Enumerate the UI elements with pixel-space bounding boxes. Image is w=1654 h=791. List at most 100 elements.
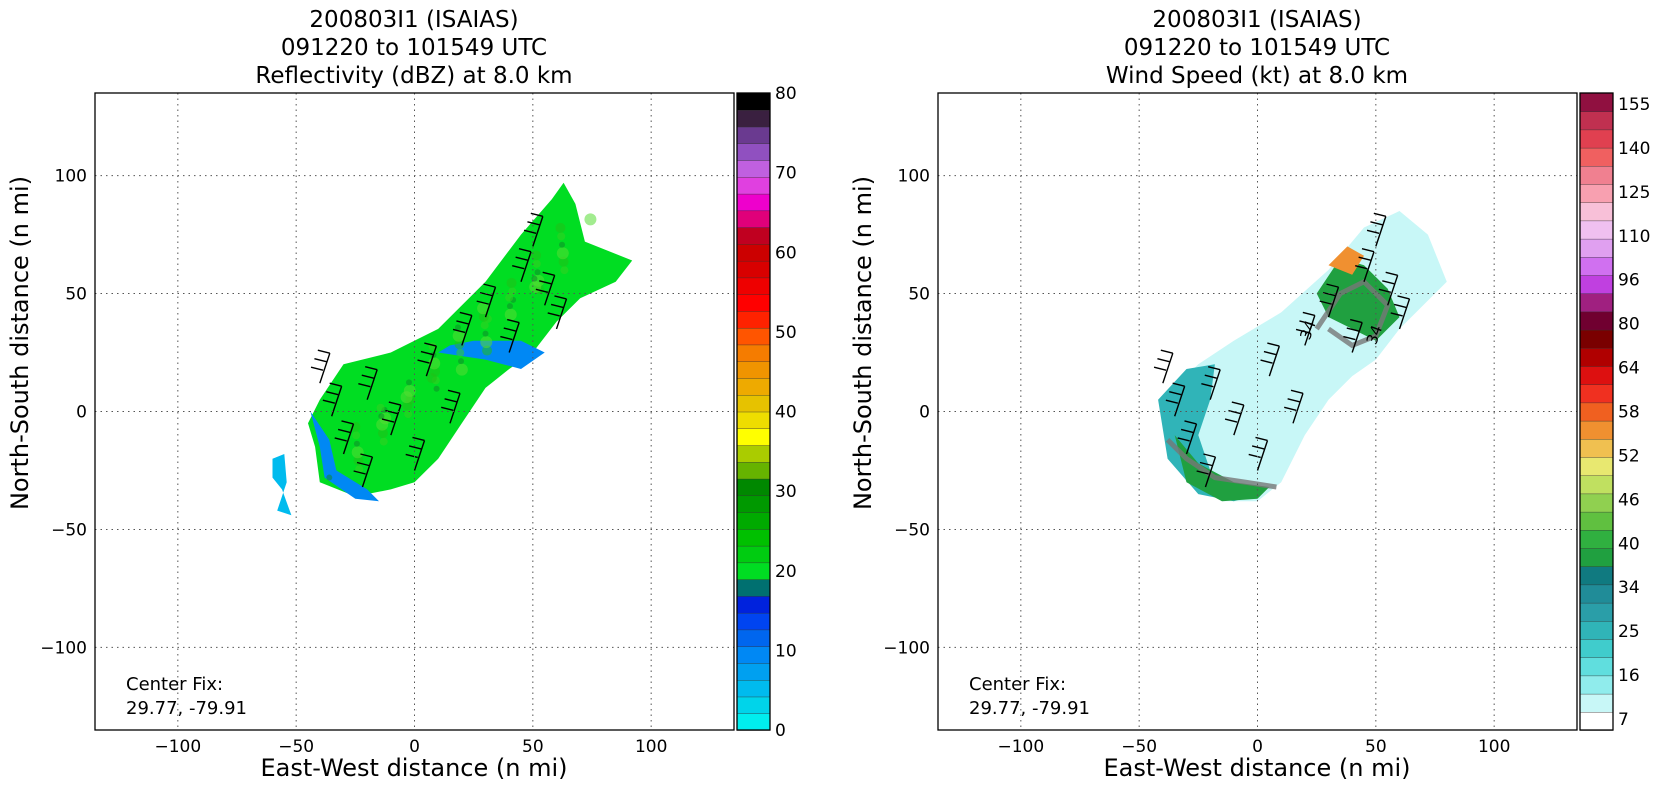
colorbar-swatch xyxy=(1579,110,1614,131)
wind-barb-feather xyxy=(412,436,425,442)
wind-barb-staff xyxy=(544,275,556,306)
colorbar-tick-label: 140 xyxy=(1618,139,1650,159)
y-tick-label: −50 xyxy=(894,520,930,540)
wind-barb-staff xyxy=(1387,275,1399,306)
wind-barb-feather xyxy=(518,248,532,253)
colorbar-swatch xyxy=(1579,547,1614,567)
colorbar-swatch xyxy=(1579,511,1614,531)
reflectivity-texture xyxy=(558,256,569,267)
center-fix-value: 29.77, -79.91 xyxy=(969,698,1090,719)
region-red-max xyxy=(1328,246,1364,275)
colorbar-swatch xyxy=(736,428,771,446)
wind-barb-feather xyxy=(1302,311,1316,317)
colorbar-swatch xyxy=(736,461,771,480)
y-axis-label: North-South distance (n mi) xyxy=(6,176,34,510)
wind-barb-staff xyxy=(1204,456,1217,488)
wind-barb xyxy=(1355,248,1375,282)
center-fix-label: Center Fix: xyxy=(969,674,1066,695)
colorbar-swatch xyxy=(1579,220,1614,240)
colorbar-swatch xyxy=(736,612,771,631)
y-tick-label: 100 xyxy=(898,167,930,187)
reflectivity-texture xyxy=(560,266,569,275)
wind-barb-feather xyxy=(353,470,366,475)
reflectivity-panel: 200803I1 (ISAIAS) 091220 to 101549 UTC R… xyxy=(6,7,797,782)
colorbar-tick-label: 70 xyxy=(775,164,797,184)
colorbar-tick-label: 30 xyxy=(775,482,797,502)
wind-barb-feather xyxy=(329,382,342,387)
wind-barb-staff xyxy=(1268,345,1280,377)
y-tick-label: 0 xyxy=(76,403,87,423)
contour-label: 34 xyxy=(1363,323,1386,347)
colorbar-tick-label: 80 xyxy=(775,84,797,104)
wind-barb-staff xyxy=(1185,423,1198,455)
colorbar-tick-label: 46 xyxy=(1618,490,1640,510)
colorbar-swatch xyxy=(1579,384,1614,404)
reflectivity-texture xyxy=(454,324,461,331)
colorbar-swatch xyxy=(736,562,771,580)
center-fix-value: 29.77, -79.91 xyxy=(126,698,247,719)
wind-barb xyxy=(1248,436,1269,471)
wind-barb-feather xyxy=(1361,248,1375,253)
wind-barb-feather xyxy=(512,265,525,270)
wind-barb-feather xyxy=(523,229,537,235)
colorbar-swatch xyxy=(736,713,771,731)
reflectivity-texture xyxy=(355,465,364,474)
colorbar-swatch xyxy=(1579,475,1614,495)
wind-barb-staff xyxy=(1375,216,1387,247)
y-tick-label: 50 xyxy=(65,285,87,305)
colorbar-tick-label: 16 xyxy=(1618,666,1640,686)
wind-barb-feather xyxy=(1343,335,1356,341)
colorbar-swatch xyxy=(1579,402,1614,422)
colorbar-swatch xyxy=(736,495,771,513)
wind-barb-feather xyxy=(341,420,354,425)
colorbar-tick-label: 34 xyxy=(1618,578,1640,598)
panel-title-line-1: 200803I1 (ISAIAS) xyxy=(1152,7,1361,33)
colorbar-tick-label: 60 xyxy=(775,243,797,263)
reflectivity-texture xyxy=(377,428,388,439)
wind-barb-feather xyxy=(1231,401,1245,406)
x-tick-label: 100 xyxy=(1478,737,1510,757)
colorbar-swatch xyxy=(1579,365,1614,385)
wind-barb-feather xyxy=(479,291,493,297)
colorbar-tick-label: 80 xyxy=(1618,315,1640,335)
reflectivity-texture xyxy=(458,358,465,365)
wind-barb xyxy=(1295,311,1316,346)
wind-barb xyxy=(1319,283,1340,318)
reflectivity-texture xyxy=(353,440,360,447)
y-tick-label: −100 xyxy=(40,638,87,658)
wind-barb-feather xyxy=(1393,303,1407,309)
wind-barb-feather xyxy=(1251,445,1265,450)
panel-title-line-3: Reflectivity (dBZ) at 8.0 km xyxy=(255,63,572,89)
wind-barb xyxy=(358,366,378,400)
wind-barb-feather xyxy=(554,295,567,300)
wind-barb-staff xyxy=(1233,404,1245,436)
colorbar-tick-label: 10 xyxy=(775,641,797,661)
wind-barb-feather xyxy=(500,335,513,341)
colorbar-swatch xyxy=(736,344,771,362)
colorbar-tick-label: 7 xyxy=(1618,710,1629,730)
wind-barb-feather xyxy=(1177,437,1190,442)
colorbar-tick-label: 96 xyxy=(1618,271,1640,291)
wind-barb-staff xyxy=(461,315,473,346)
y-tick-label: 0 xyxy=(919,403,930,423)
colorbar-swatch xyxy=(1579,147,1614,167)
x-tick-label: 0 xyxy=(409,737,420,757)
wind-barb-feather xyxy=(1366,229,1380,235)
colorbar-swatch xyxy=(1579,129,1614,149)
wind-barb-feather xyxy=(1153,366,1167,371)
colorbar-swatch xyxy=(736,595,771,614)
wind-barb-feather xyxy=(483,283,496,288)
wind-barb xyxy=(1177,420,1198,455)
colorbar-swatch xyxy=(736,444,771,463)
reflectivity-texture xyxy=(529,281,542,294)
wind-barb xyxy=(405,436,426,471)
wind-barb xyxy=(1153,349,1174,384)
reflectivity-texture xyxy=(402,400,413,411)
wind-barb-feather xyxy=(381,418,395,423)
reflectivity-texture xyxy=(530,250,541,261)
colorbar-swatch xyxy=(736,92,771,111)
contour-label: 34 xyxy=(1296,318,1319,342)
wind-barb-feather xyxy=(1180,428,1194,434)
wind-barb xyxy=(353,453,374,488)
x-tick-label: −50 xyxy=(1121,737,1157,757)
